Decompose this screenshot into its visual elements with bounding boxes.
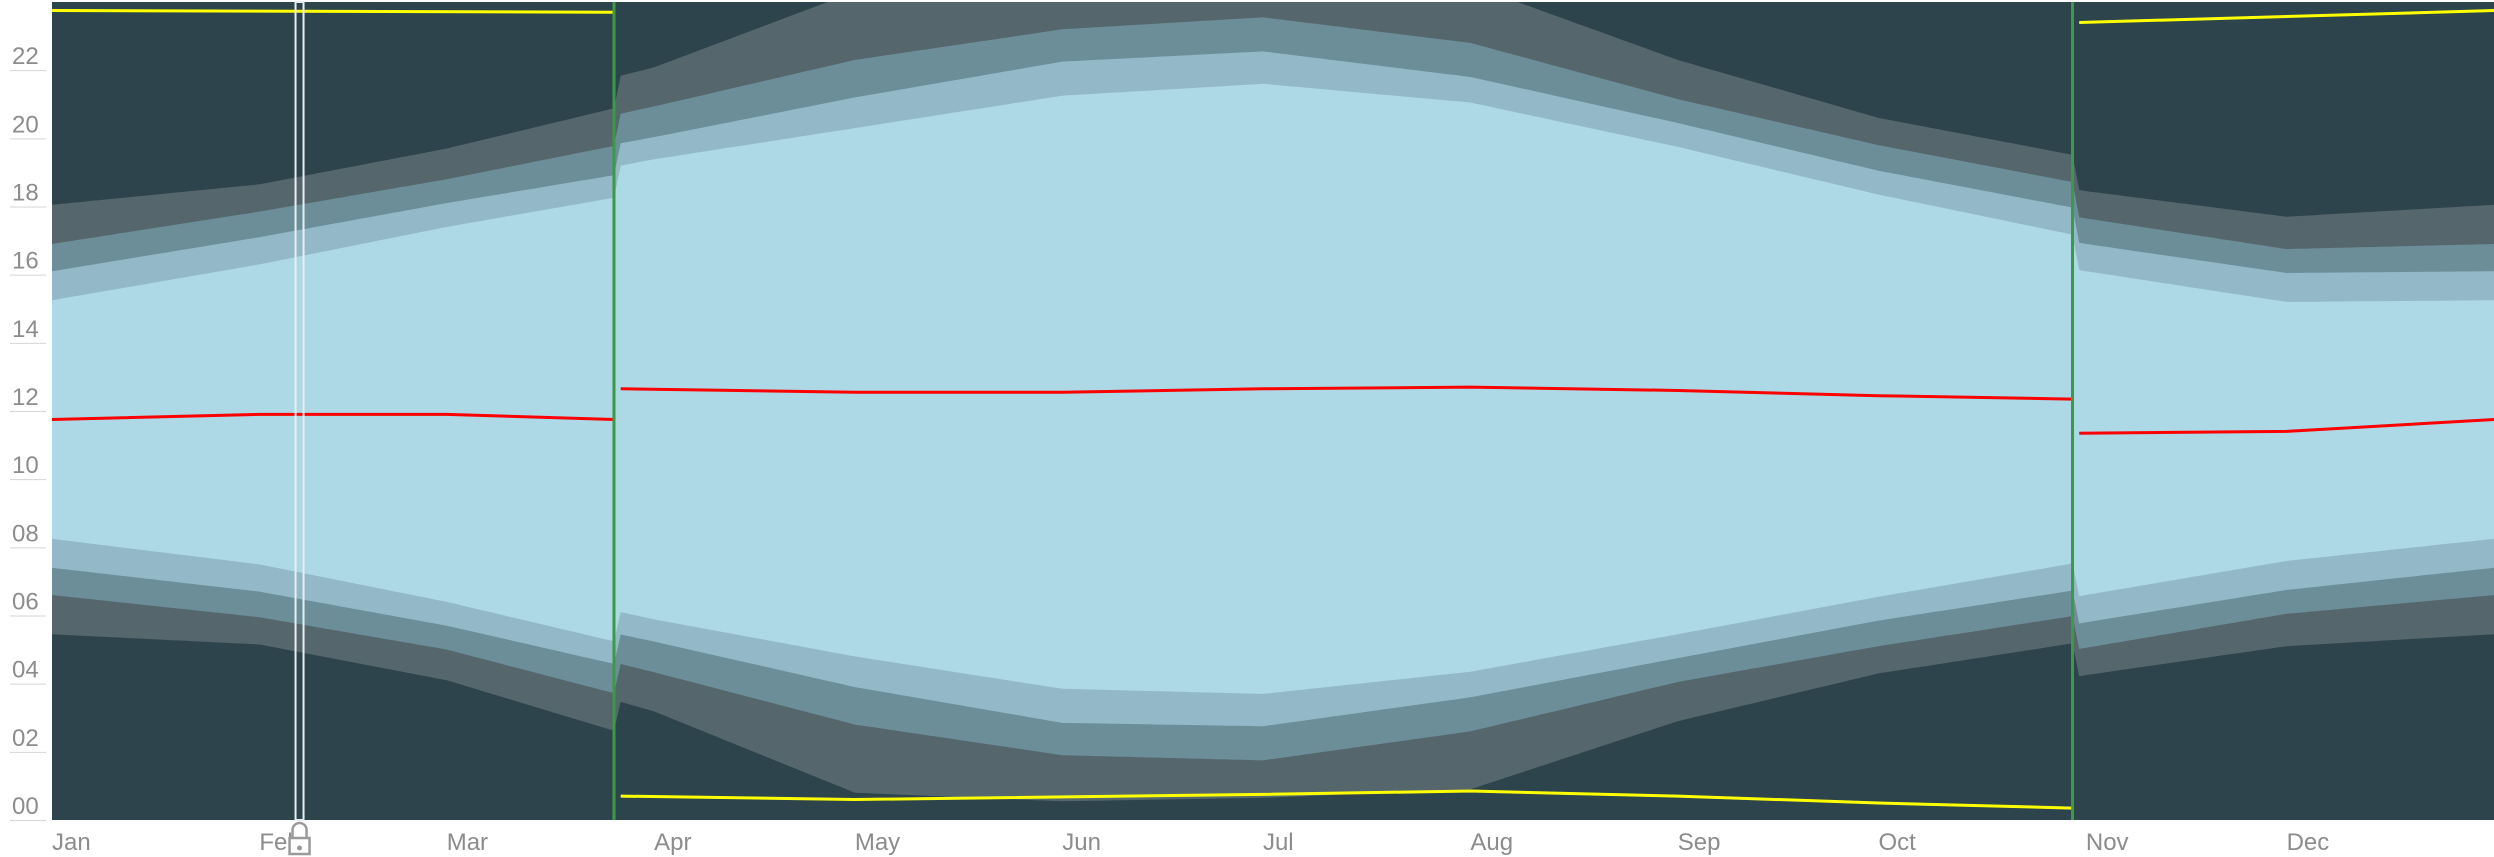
y-tick-label: 16 <box>12 248 39 275</box>
solar-noon-line <box>52 385 2494 435</box>
y-tick-label: 08 <box>12 520 39 547</box>
date-marker[interactable] <box>288 1 311 856</box>
y-tick-label: 14 <box>12 316 39 343</box>
plot-area[interactable] <box>52 0 2494 820</box>
x-tick-label: Oct <box>1878 829 1916 856</box>
x-axis: Jan Feb Mar Apr May Jun Jul Aug Sep Oct Nov Dec <box>52 829 2329 856</box>
y-tick-label: 04 <box>12 657 39 684</box>
solar-midnight-line <box>52 9 2494 810</box>
y-tick-label: 00 <box>12 793 39 820</box>
y-tick-label: 10 <box>12 452 39 479</box>
y-tick-label: 06 <box>12 589 39 616</box>
x-tick-label: Mar <box>447 829 488 856</box>
y-tick-label: 02 <box>12 725 39 752</box>
x-tick-label: Jan <box>52 829 91 856</box>
y-axis: 00 02 04 06 08 10 12 14 16 18 20 22 <box>10 43 46 821</box>
x-tick-label: Aug <box>1470 829 1513 856</box>
x-tick-label: Dec <box>2287 829 2330 856</box>
x-tick-label: Apr <box>654 829 691 856</box>
x-tick-label: Nov <box>2086 829 2129 856</box>
x-tick-label: Jun <box>1062 829 1101 856</box>
y-tick-label: 20 <box>12 111 39 138</box>
x-tick-label: Jul <box>1263 829 1294 856</box>
date-marker-line[interactable] <box>294 1 305 821</box>
lock-icon[interactable] <box>288 821 311 856</box>
y-tick-label: 12 <box>12 384 39 411</box>
x-tick-label: May <box>855 829 900 856</box>
y-tick-label: 18 <box>12 180 39 207</box>
x-tick-label: Sep <box>1678 829 1721 856</box>
y-tick-label: 22 <box>12 43 39 70</box>
